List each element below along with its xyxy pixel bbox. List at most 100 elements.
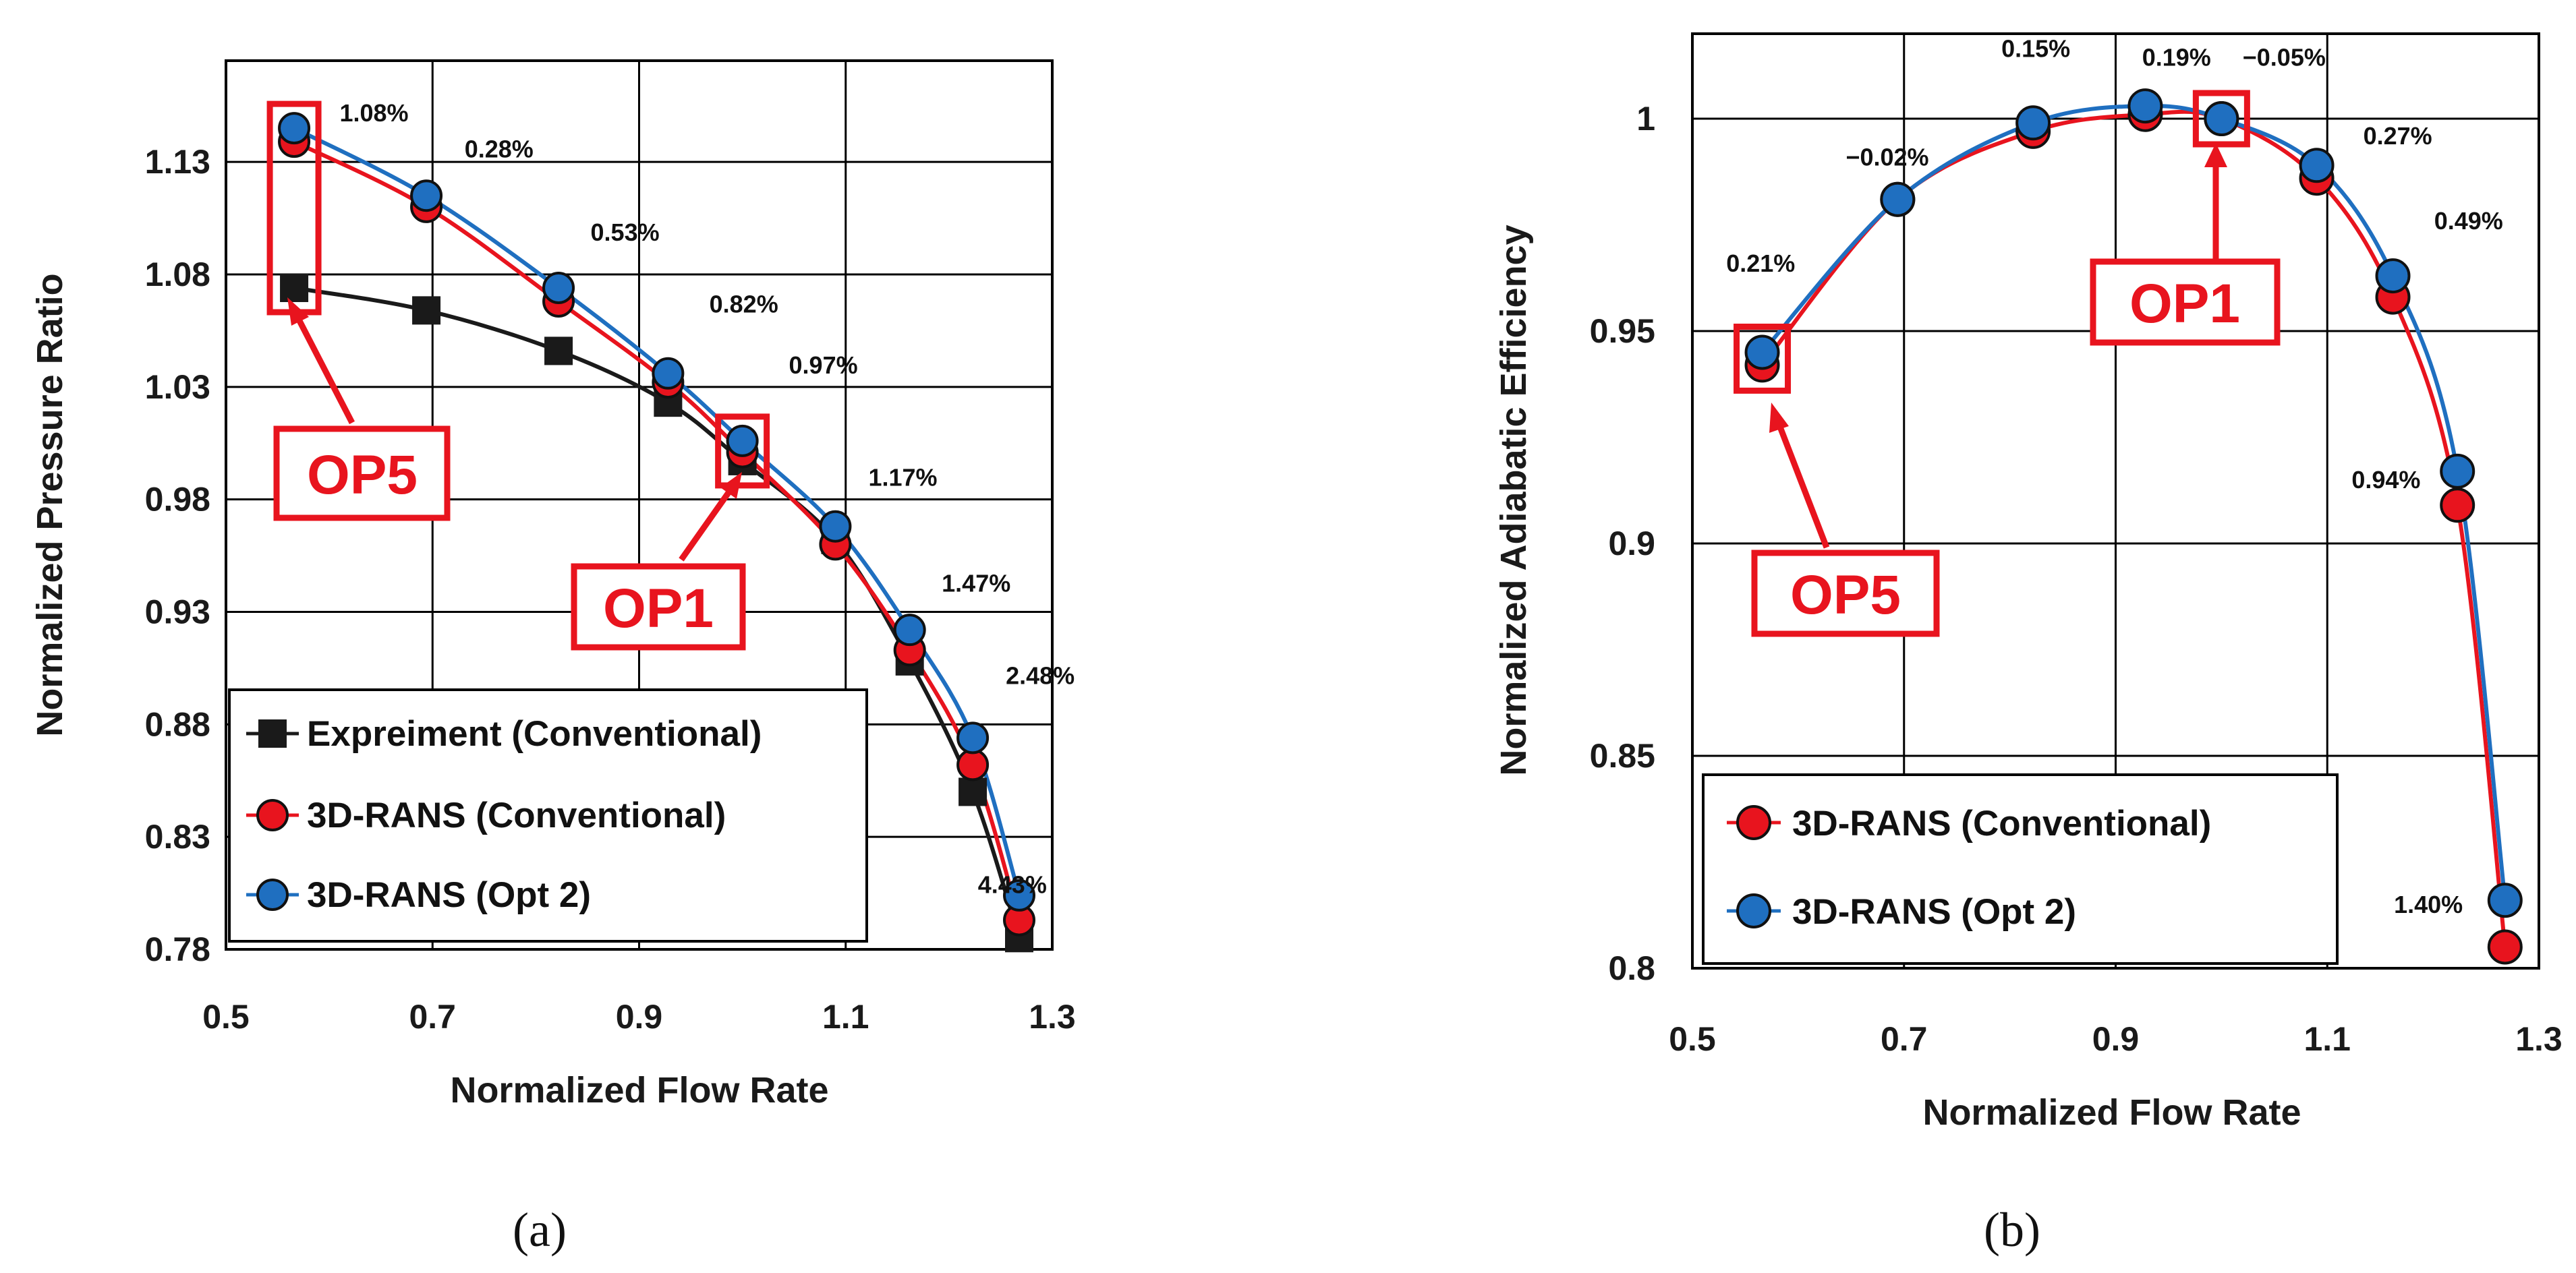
- panel-label-a: (a): [513, 1203, 567, 1257]
- legend-box: [228, 688, 868, 943]
- op5-arrow-head: [287, 297, 309, 326]
- data-markers: [278, 112, 1035, 953]
- percent-annotation: 0.53%: [591, 218, 660, 246]
- percent-annotation: 0.21%: [1726, 249, 1795, 277]
- marker-rans_opt2: [726, 424, 759, 457]
- marker-rans_opt2: [2127, 88, 2163, 124]
- legend: Expreiment (Conventional) 3D-RANS (Conve…: [228, 688, 868, 943]
- op5-arrow-line: [294, 314, 355, 425]
- legend: 3D-RANS (Conventional) 3D-RANS (Opt 2): [1702, 773, 2339, 965]
- marker-rans_conventional: [956, 748, 990, 781]
- percent-annotation: 0.27%: [2364, 122, 2432, 150]
- percent-annotation: −0.05%: [2243, 43, 2326, 71]
- op1-label: OP1: [2129, 273, 2240, 334]
- op1-callout: OP1: [571, 472, 746, 651]
- y-tick-label: 1: [1636, 100, 1655, 138]
- pressure-ratio-chart: 0.5 0.7 0.9 1.1 1.3 0.78 0.83 0.88 0.93 0.98 1.03…: [30, 59, 1076, 1257]
- data-markers: [1744, 88, 2523, 965]
- y-tick-label: 1.13: [145, 143, 210, 181]
- x-tick-label: 1.3: [1029, 998, 1076, 1036]
- op-highlight-op5: [1734, 324, 1792, 394]
- percent-annotation: 0.49%: [2434, 207, 2503, 235]
- marker-rans_opt2: [410, 179, 443, 212]
- marker-rans_opt2: [1003, 879, 1035, 912]
- marker-rans_opt2: [2204, 101, 2239, 136]
- percent-annotation: 0.94%: [2351, 466, 2420, 494]
- op5-label-box: [1751, 550, 1940, 637]
- marker-experiment: [280, 274, 309, 303]
- op1-label: OP1: [603, 578, 714, 639]
- op1-arrow-head: [2204, 143, 2227, 167]
- marker-rans_opt2: [2299, 148, 2335, 183]
- percent-annotation: 0.97%: [789, 351, 858, 379]
- y-tick-labels: 0.8 0.85 0.9 0.95 1: [1590, 100, 1655, 987]
- op1-callout: OP1: [2090, 143, 2281, 346]
- marker-rans_opt2: [2487, 883, 2523, 918]
- x-tick-label: 0.9: [2092, 1020, 2140, 1058]
- percent-annotations: 1.08% 0.28% 0.53% 0.82% 0.97% 1.17% 1.47% 2.48%…: [339, 99, 1075, 898]
- op5-arrow-line: [1775, 422, 1830, 549]
- percent-annotations: 0.21% −0.02% 0.15% 0.19% −0.05% 0.27% 0.49% 0.9…: [1726, 35, 2503, 918]
- marker-rans_opt2: [893, 614, 926, 647]
- y-tick-label: 0.93: [145, 593, 210, 630]
- y-tick-label: 1.03: [145, 368, 210, 406]
- legend-entry-rans-opt2: 3D-RANS (Opt 2): [1727, 892, 2076, 932]
- percent-annotation: 0.15%: [2001, 35, 2070, 63]
- percent-annotation: 0.28%: [465, 135, 534, 162]
- legend-entry-rans-opt2: 3D-RANS (Opt 2): [246, 875, 591, 915]
- adiabatic-efficiency-chart: 0.5 0.7 0.9 1.1 1.3 0.8 0.85 0.9 0.95 1 0.21% −0.…: [1493, 32, 2563, 1257]
- percent-annotation: 1.47%: [942, 569, 1010, 597]
- y-tick-labels: 0.78 0.83 0.88 0.93 0.98 1.03 1.08 1.13: [145, 143, 210, 968]
- legend-box: [1702, 773, 2339, 965]
- marker-experiment: [958, 777, 988, 806]
- legend-circle-marker: [256, 799, 289, 831]
- legend-entry-experiment: Expreiment (Conventional): [246, 714, 762, 754]
- y-tick-label: 0.8: [1608, 949, 1655, 987]
- legend-label-rans-opt2: 3D-RANS (Opt 2): [307, 875, 591, 915]
- x-tick-label: 0.5: [1669, 1020, 1716, 1058]
- y-tick-label: 0.95: [1590, 312, 1655, 350]
- op-highlight-op1: [715, 413, 770, 489]
- y-tick-label: 1.08: [145, 256, 210, 293]
- y-tick-label: 0.9: [1608, 525, 1655, 562]
- y-axis-title: Normalized Pressure Ratio: [30, 273, 70, 736]
- legend-label-experiment: Expreiment (Conventional): [307, 714, 762, 754]
- percent-annotation: 0.82%: [710, 291, 778, 318]
- legend-entry-rans-conventional: 3D-RANS (Conventional): [246, 796, 726, 835]
- y-axis-title: Normalized Adiabatic Efficiency: [1493, 225, 1534, 775]
- op1-arrow-line: [679, 487, 734, 562]
- op5-label: OP5: [307, 444, 418, 506]
- marker-rans_conventional: [2487, 929, 2523, 965]
- op5-arrow-head: [1769, 403, 1789, 433]
- marker-experiment: [412, 296, 441, 325]
- op1-label-box: [2090, 258, 2281, 346]
- legend-circle-marker: [1736, 893, 1771, 928]
- legend-label-rans-conventional: 3D-RANS (Conventional): [307, 796, 726, 835]
- marker-experiment: [544, 336, 573, 365]
- x-tick-label: 0.5: [202, 998, 250, 1036]
- x-tick-label: 1.3: [2515, 1020, 2563, 1058]
- y-tick-label: 0.83: [145, 818, 210, 856]
- x-tick-labels: 0.5 0.7 0.9 1.1 1.3: [202, 998, 1076, 1036]
- percent-annotation: 1.40%: [2394, 891, 2463, 918]
- y-tick-label: 0.85: [1590, 737, 1655, 775]
- x-tick-label: 1.1: [822, 998, 869, 1036]
- panel-label-b: (b): [1984, 1203, 2040, 1257]
- op-point-highlights: [1734, 90, 2250, 394]
- marker-rans_opt2: [2375, 258, 2411, 294]
- x-tick-label: 0.9: [616, 998, 663, 1036]
- y-tick-label: 0.98: [145, 481, 210, 519]
- legend-label-rans-opt2: 3D-RANS (Opt 2): [1792, 892, 2076, 932]
- op5-label: OP5: [1790, 564, 1901, 626]
- x-axis-title: Normalized Flow Rate: [450, 1070, 828, 1111]
- y-tick-label: 0.88: [145, 705, 210, 743]
- x-tick-label: 0.7: [1881, 1020, 1928, 1058]
- marker-rans_opt2: [1880, 181, 1916, 217]
- legend-entry-rans-conventional: 3D-RANS (Conventional): [1727, 804, 2211, 843]
- percent-annotation: 1.17%: [868, 464, 937, 492]
- marker-rans_opt2: [2015, 105, 2051, 141]
- op1-label-box: [571, 563, 746, 651]
- x-tick-labels: 0.5 0.7 0.9 1.1 1.3: [1669, 1020, 2563, 1058]
- marker-rans_opt2: [652, 357, 685, 390]
- marker-rans_opt2: [819, 510, 852, 543]
